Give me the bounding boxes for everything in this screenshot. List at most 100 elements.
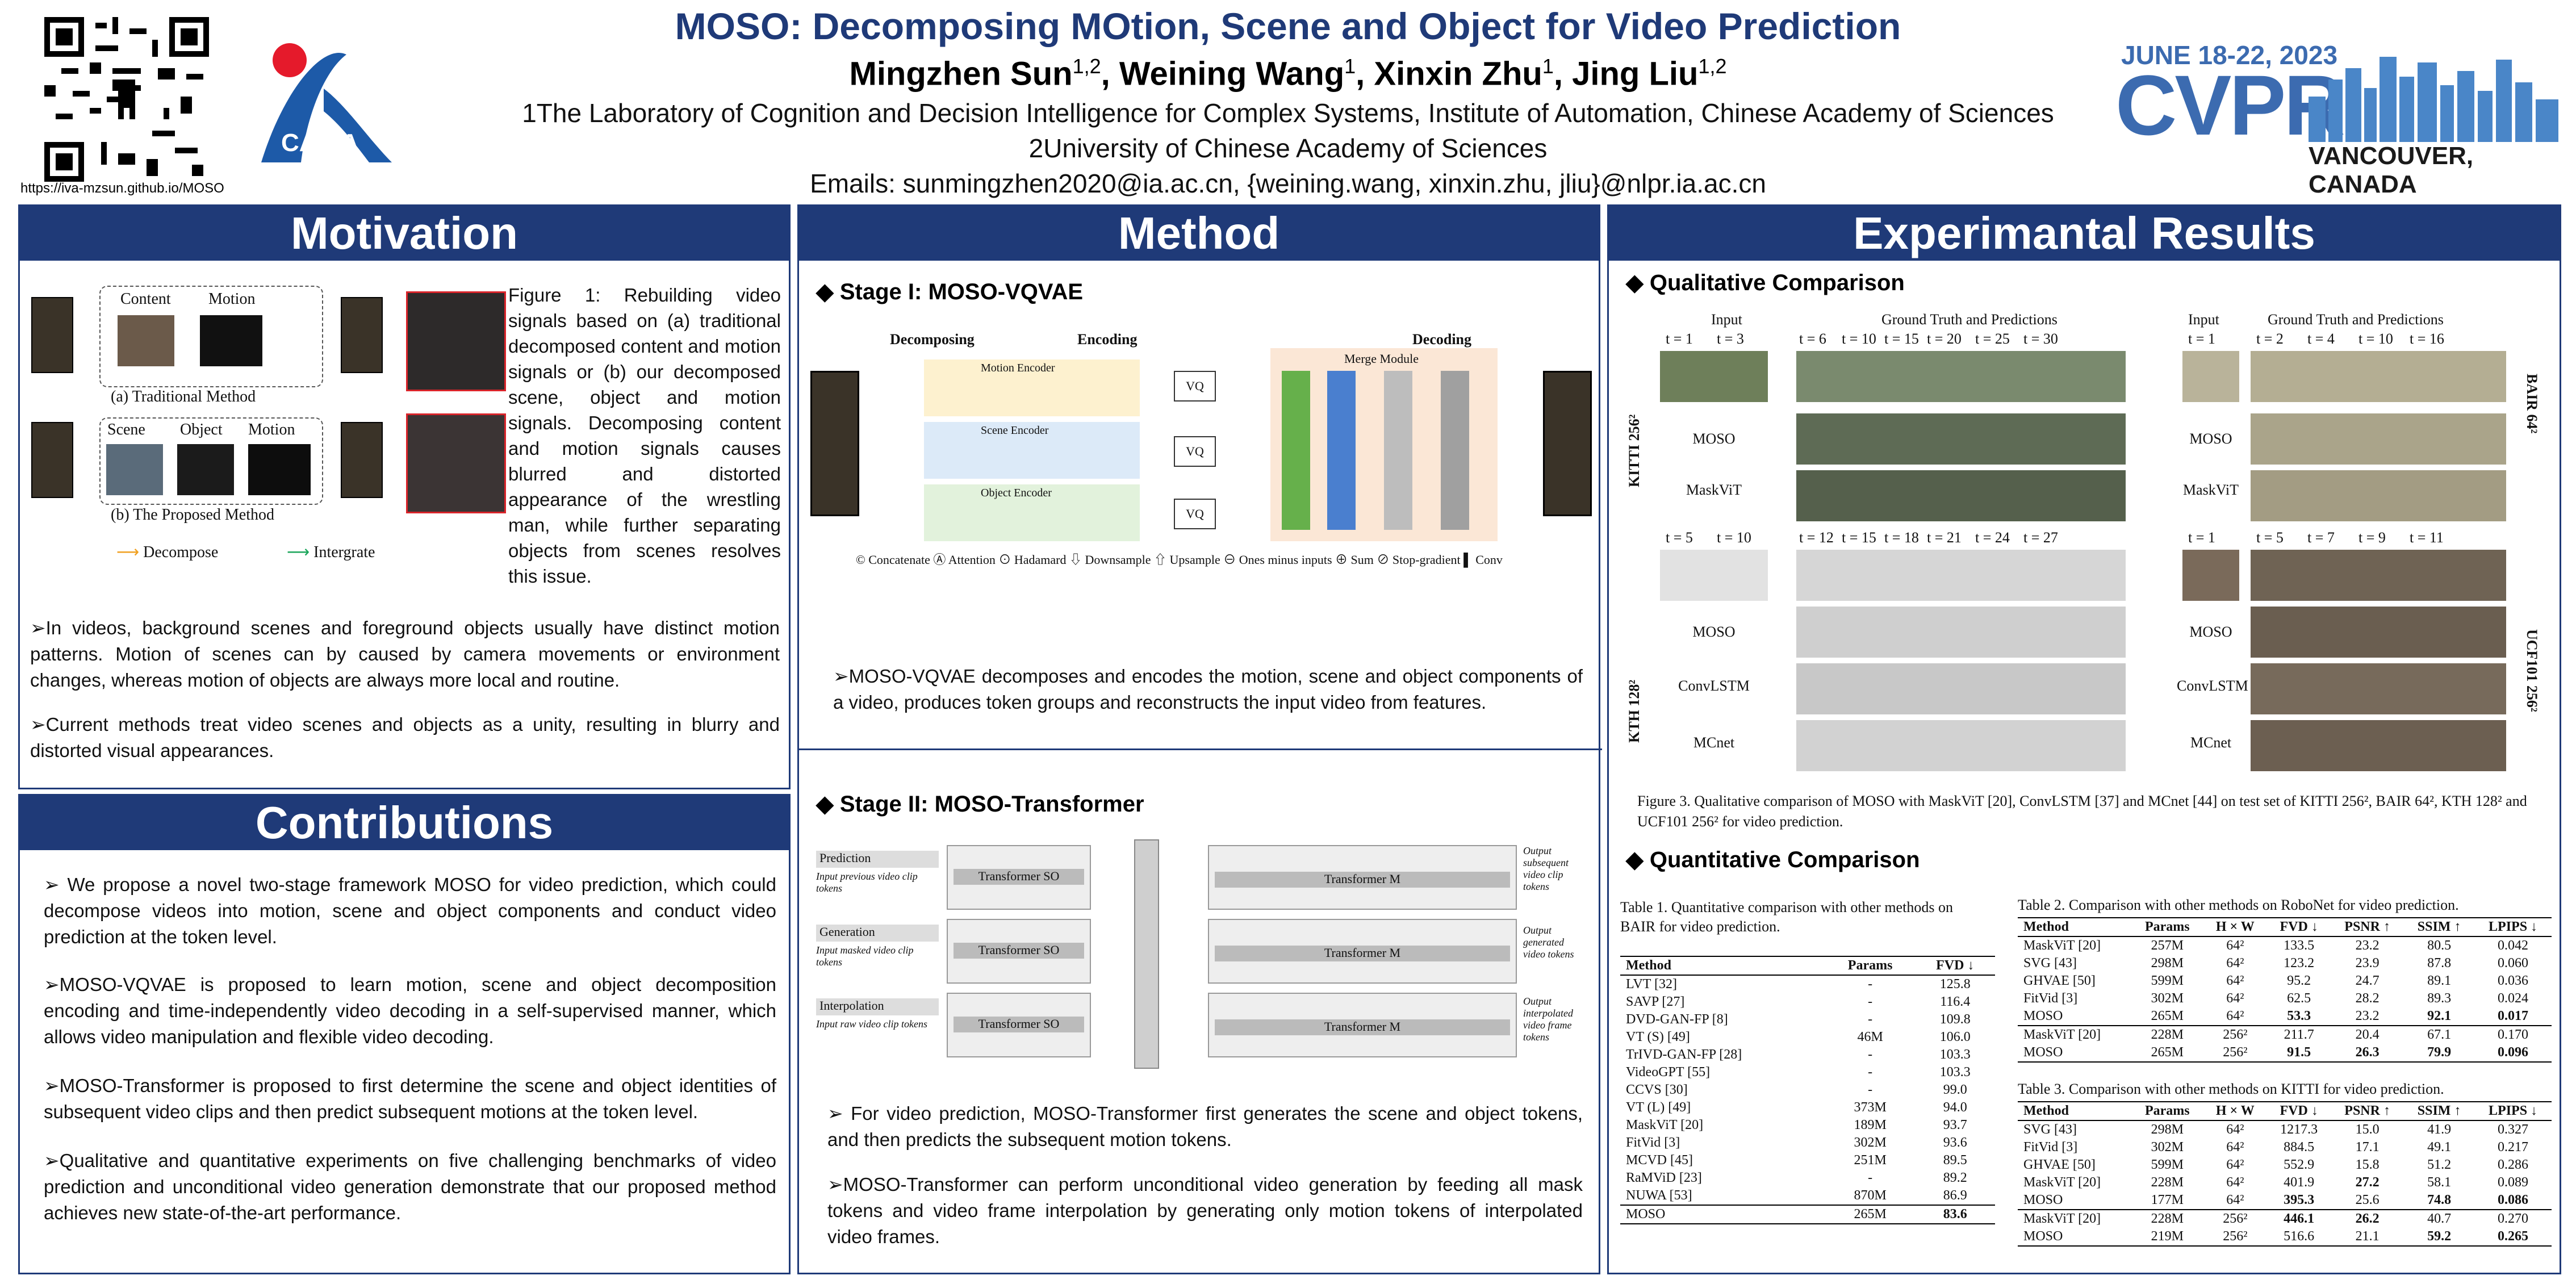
table-cell: 265M [1825, 1205, 1916, 1224]
proposed-box: Scene Object Motion [99, 417, 323, 505]
qual-title: ◆ Qualitative Comparison [1626, 270, 1905, 295]
kth-label: KTH 128² [1626, 679, 1642, 743]
table-1: Method Params FVD ↓ LVT [32] -125.8 SAVP [… [1620, 956, 1995, 1224]
time-label: t = 9 [2358, 529, 2386, 546]
ucf-convlstm-frames [2251, 663, 2506, 714]
table-cell: 64² [2226, 1193, 2244, 1207]
results-panel: Experimantal Results ◆ Qualitative Compa… [1607, 204, 2561, 1274]
table-row: FitVid [3] 302M 64² 884.5 17.1 49.1 0.217 [2018, 1139, 2552, 1156]
label-object-encoder: Object Encoder [981, 487, 1052, 499]
table-cell: 28.2 [2355, 991, 2380, 1006]
bullet-item: ➢ For video prediction, MOSO-Transformer… [827, 1103, 1583, 1150]
table-cell: 59.2 [2427, 1229, 2452, 1244]
label-object: Object [180, 421, 223, 438]
kitti-gt-frames [1796, 351, 2126, 402]
table-cell: 93.6 [1943, 1135, 1967, 1150]
row-label: MCnet [1693, 734, 1735, 751]
legend-intergrate: ⟶ Intergrate [287, 542, 375, 562]
transformer-m-label: Transformer M [1215, 872, 1510, 888]
table-row: MCVD [45] 251M 89.5 [1620, 1152, 1995, 1169]
time-label: t = 15 [1884, 331, 1919, 347]
table-cell: SVG [43] [2023, 956, 2077, 971]
table-row: LVT [32] - 125.8 [1620, 975, 1995, 993]
table-cell: 599M [2151, 973, 2184, 988]
table-row: MOSO 265M 64² 53.3 23.2 92.1 0.017 [2018, 1007, 2552, 1026]
table-header: FVD ↓ [2280, 919, 2318, 934]
transformer-g-block [1134, 839, 1159, 1069]
time-label: t = 10 [1842, 331, 1876, 347]
project-url[interactable]: https://iva-mzsun.github.io/MOSO [20, 181, 224, 196]
time-label: t = 6 [1799, 331, 1826, 347]
table-cell: 211.7 [2267, 1025, 2331, 1044]
merge-block [1441, 371, 1469, 530]
author-name: Xinxin Zhu [1374, 55, 1542, 93]
input-frames [31, 297, 73, 373]
desc-interpolation: Input raw video clip tokens [816, 1018, 927, 1030]
table-cell: 87.8 [2427, 956, 2452, 971]
scene-image [106, 444, 163, 495]
table-cell: 27.2 [2355, 1175, 2380, 1190]
time-label: t = 20 [1927, 331, 1962, 347]
table-cell: MCVD [45] [1626, 1153, 1693, 1168]
table-row: MOSO 265M 83.6 [1620, 1205, 1995, 1224]
casia-logo-text: CASIA [281, 129, 359, 157]
table-cell: 15.0 [2355, 1122, 2380, 1137]
table-cell: 177M [2151, 1193, 2184, 1207]
table-cell: 395.3 [2284, 1193, 2315, 1207]
table-cell: 870M [1854, 1188, 1887, 1203]
table-cell: 599M [2151, 1157, 2184, 1172]
header-gt-pred: Ground Truth and Predictions [1881, 311, 2058, 328]
rebuilt-frames-a [341, 297, 383, 373]
table-cell: VT (S) [49] [1626, 1030, 1690, 1044]
table-cell: 373M [1854, 1100, 1887, 1115]
table-cell: 26.3 [2355, 1045, 2380, 1060]
bair-input-frames [2182, 351, 2239, 402]
table-cell: 116.4 [1940, 994, 1971, 1009]
label-decomposing: Decomposing [890, 331, 975, 348]
object-image [177, 444, 234, 495]
table-cell: 89.2 [1943, 1170, 1967, 1185]
input-frames-b [31, 422, 73, 498]
table-cell: 446.1 [2267, 1209, 2331, 1228]
table-cell: 256² [2223, 1045, 2248, 1060]
table-row: SVG [43] 298M 64² 123.2 23.9 87.8 0.060 [2018, 955, 2552, 972]
table1-caption: Table 1. Quantitative comparison with ot… [1620, 899, 1953, 935]
vq-block: VQ [1174, 499, 1216, 529]
kth-moso-frames [1796, 607, 2126, 658]
bullet-item: ➢MOSO-VQVAE is proposed to learn motion,… [44, 974, 776, 1047]
time-label: t = 21 [1927, 529, 1962, 546]
label-decoding: Decoding [1412, 331, 1471, 348]
table-row: FitVid [3] 302M 93.6 [1620, 1134, 1995, 1152]
time-label: t = 27 [2023, 529, 2058, 546]
table-cell: 64² [2226, 1122, 2244, 1137]
table-cell: 23.2 [2355, 1009, 2380, 1023]
table-cell: 94.0 [1943, 1100, 1967, 1115]
bullet-item: ➢Current methods treat video scenes and … [30, 714, 780, 761]
label-generation: Generation [816, 925, 939, 942]
table-cell: MaskViT [20] [2018, 1025, 2132, 1044]
table-cell: MOSO [2023, 1193, 2063, 1207]
table-cell: FitVid [3] [2023, 991, 2078, 1006]
table-cell: 23.2 [2355, 938, 2380, 953]
table-row: SAVP [27] - 116.4 [1620, 993, 1995, 1011]
row-label: MOSO [2189, 624, 2232, 640]
label-scene: Scene [107, 421, 145, 438]
kth-mcnet-frames [1796, 720, 2126, 771]
ucf-gt-frames [2251, 550, 2506, 601]
row-label: MOSO [1692, 624, 1736, 640]
table-cell: 0.086 [2498, 1193, 2529, 1207]
table-header: H × W [2215, 1103, 2255, 1118]
method-panel: Method ◆ Stage I: MOSO-VQVAE Decomposing… [797, 204, 1602, 1274]
row-label: MaskViT [2182, 482, 2239, 498]
merge-block [1327, 371, 1356, 530]
table-cell: 109.8 [1939, 1012, 1971, 1027]
section-heading: Experimantal Results [1609, 206, 2560, 261]
table-cell: 0.089 [2498, 1175, 2529, 1190]
table-cell: 80.5 [2427, 938, 2452, 953]
qr-code[interactable] [44, 17, 209, 182]
table-cell: 64² [2226, 973, 2244, 988]
legend-decompose-label: Decompose [143, 543, 219, 561]
stage2-title: ◆ Stage II: MOSO-Transformer [816, 792, 1144, 817]
bullet-item: ➢MOSO-Transformer is proposed to first d… [44, 1075, 776, 1122]
table-cell: 257M [2151, 938, 2184, 953]
